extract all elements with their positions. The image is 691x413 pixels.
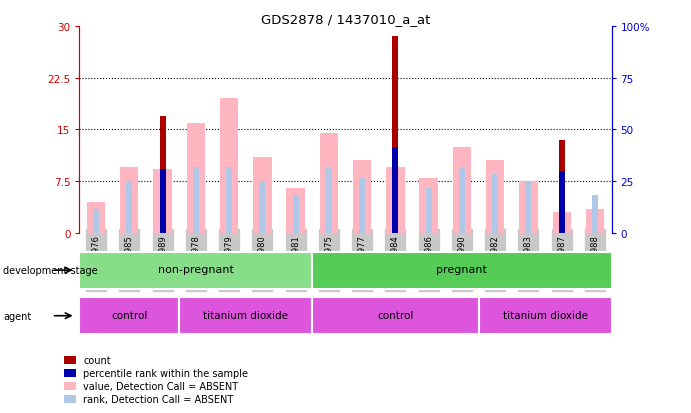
Bar (160, 169, 166, 233)
Bar (392, 37, 399, 233)
Text: titanium dioxide: titanium dioxide (502, 310, 587, 320)
Bar (486, 161, 504, 233)
Bar (312, 297, 478, 335)
Bar (492, 175, 498, 233)
Bar (120, 168, 138, 233)
Bar (459, 168, 465, 233)
Bar (592, 195, 598, 233)
Bar (312, 252, 612, 289)
Bar (287, 189, 305, 233)
Text: control: control (111, 310, 148, 320)
Text: titanium dioxide: titanium dioxide (203, 310, 288, 320)
Text: agent: agent (3, 311, 32, 321)
Text: development stage: development stage (3, 266, 98, 275)
Bar (79, 297, 179, 335)
Bar (126, 182, 133, 233)
Bar (160, 116, 166, 233)
Bar (453, 147, 471, 233)
Text: pregnant: pregnant (437, 265, 487, 275)
Bar (253, 158, 272, 233)
Bar (292, 195, 299, 233)
Bar (226, 168, 232, 233)
Bar (392, 147, 399, 233)
Bar (386, 168, 404, 233)
Bar (553, 213, 571, 233)
Bar (525, 182, 531, 233)
Bar (558, 171, 565, 233)
Bar (179, 297, 312, 335)
Bar (353, 161, 371, 233)
Bar (419, 178, 438, 233)
Bar (259, 182, 265, 233)
Bar (220, 99, 238, 233)
Bar (93, 209, 99, 233)
Bar (392, 182, 399, 233)
Bar (79, 252, 312, 289)
Text: control: control (377, 310, 414, 320)
Text: non-pregnant: non-pregnant (158, 265, 234, 275)
Bar (153, 169, 172, 233)
Bar (326, 168, 332, 233)
Bar (359, 178, 365, 233)
Bar (426, 189, 432, 233)
Bar (87, 202, 105, 233)
Bar (478, 297, 612, 335)
Bar (193, 168, 199, 233)
Bar (320, 133, 338, 233)
Title: GDS2878 / 1437010_a_at: GDS2878 / 1437010_a_at (261, 13, 430, 26)
Bar (187, 123, 205, 233)
Bar (586, 209, 604, 233)
Legend: count, percentile rank within the sample, value, Detection Call = ABSENT, rank, : count, percentile rank within the sample… (60, 352, 252, 408)
Bar (519, 182, 538, 233)
Bar (558, 140, 565, 233)
